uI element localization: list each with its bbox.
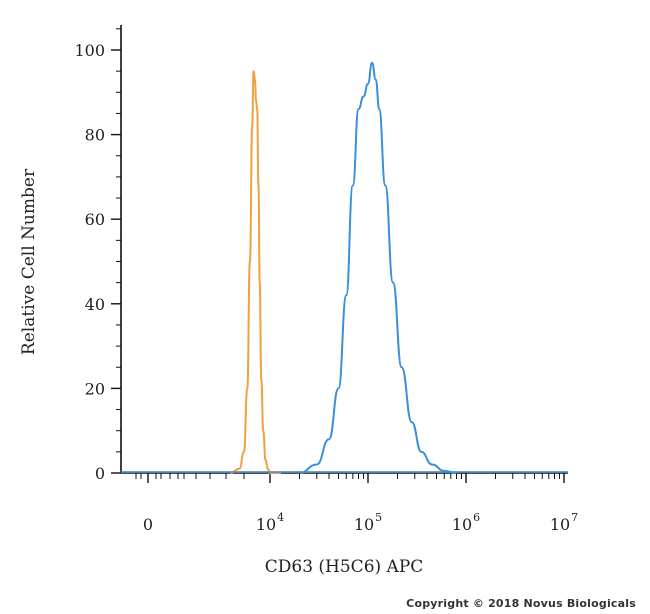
y-tick-label: 0 — [95, 464, 105, 483]
x-tick-label: 107 — [550, 511, 578, 534]
y-tick-label: 60 — [85, 210, 105, 229]
y-tick-label: 20 — [85, 379, 105, 398]
x-tick-label: 104 — [256, 511, 284, 534]
series-line-1 — [230, 70, 282, 474]
y-tick-label: 80 — [85, 126, 105, 145]
x-tick-label: 0 — [143, 515, 153, 534]
labels: 0 20 40 60 80 100 0 104 105 106 107 CD63 (H5C6) APC… — [19, 41, 578, 577]
series-group — [121, 61, 568, 474]
x-tick-label: 105 — [354, 511, 382, 534]
series-line-2 — [299, 61, 457, 474]
y-axis-title: Relative Cell Number — [19, 168, 39, 355]
copyright-notice: Copyright © 2018 Novus Biologicals — [406, 597, 636, 610]
axes — [111, 25, 568, 483]
x-tick-label: 106 — [452, 511, 480, 534]
x-axis-title: CD63 (H5C6) APC — [265, 557, 424, 577]
y-tick-label: 40 — [85, 295, 105, 314]
y-tick-label: 100 — [74, 41, 105, 60]
